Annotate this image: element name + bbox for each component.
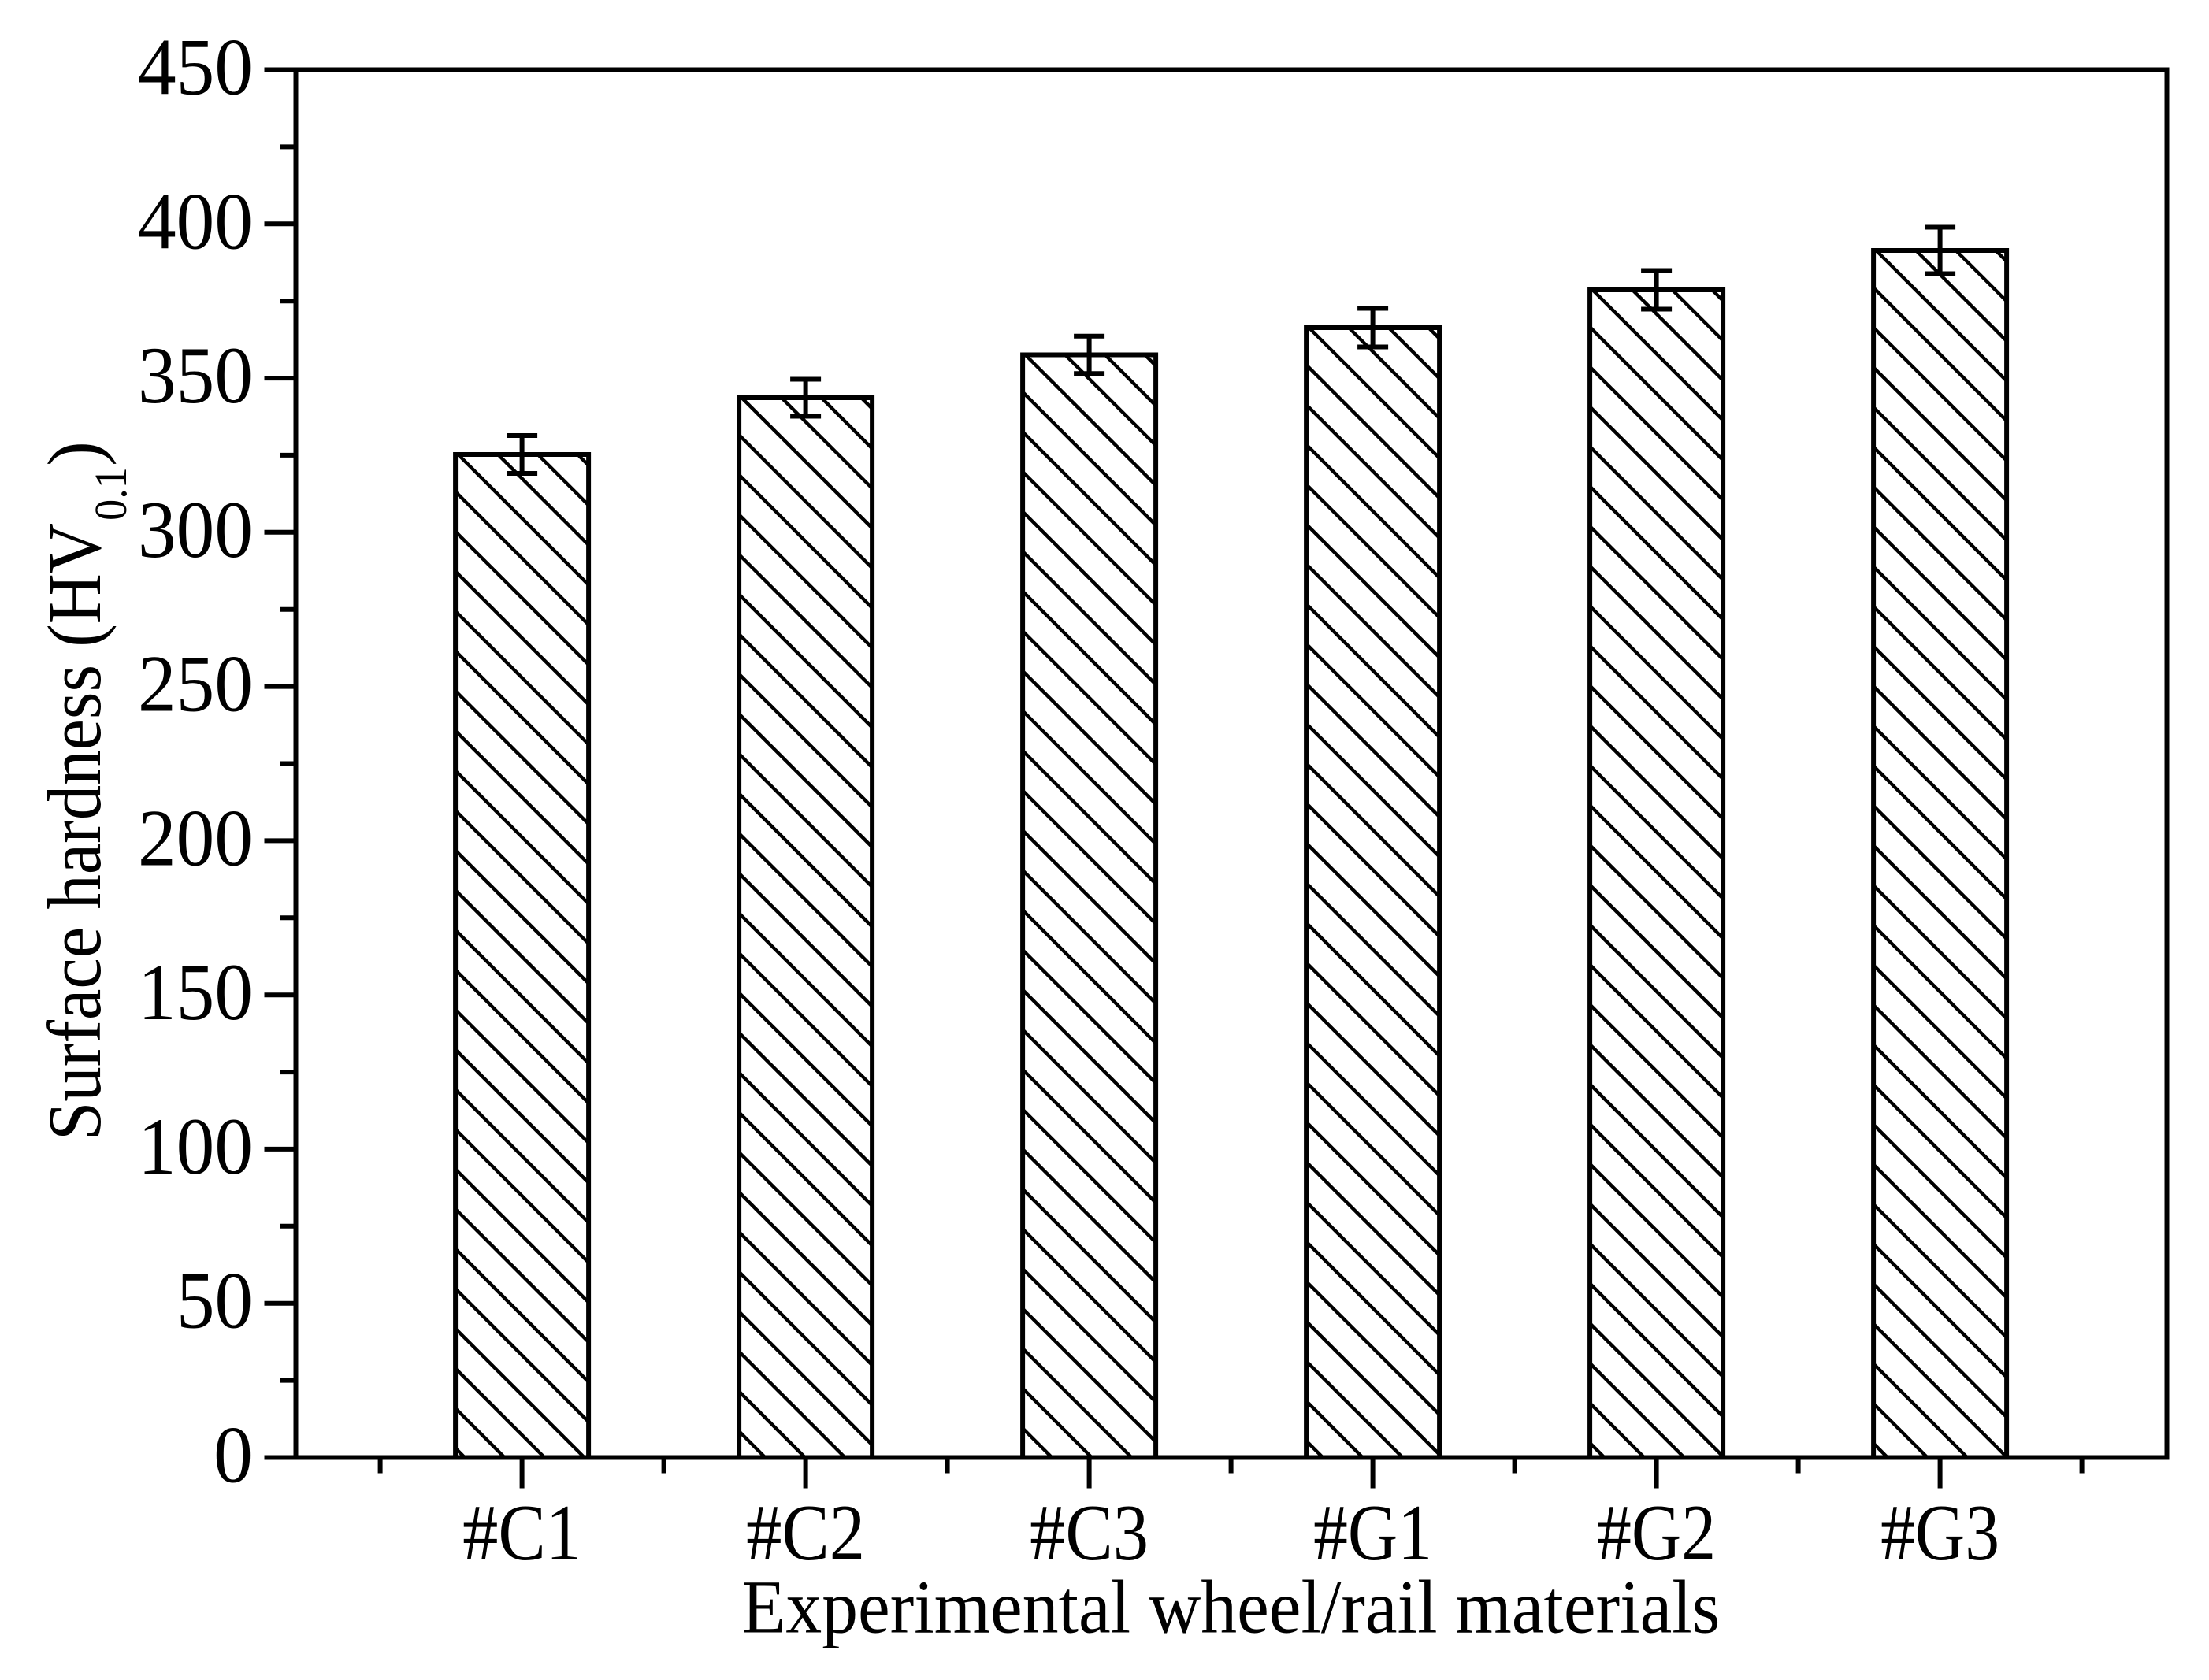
svg-text:#G3: #G3 xyxy=(1880,1489,1999,1578)
svg-text:Experimental wheel/rail materi: Experimental wheel/rail materials xyxy=(741,1565,1720,1649)
svg-text:0: 0 xyxy=(213,1411,253,1500)
svg-text:): ) xyxy=(32,441,117,466)
svg-text:#C3: #C3 xyxy=(1030,1489,1149,1578)
svg-text:#C2: #C2 xyxy=(746,1489,865,1578)
svg-text:0.1: 0.1 xyxy=(85,467,136,521)
svg-text:#G2: #G2 xyxy=(1597,1489,1716,1578)
svg-text:350: 350 xyxy=(138,331,253,421)
svg-text:#C1: #C1 xyxy=(462,1489,581,1578)
svg-text:50: 50 xyxy=(176,1256,253,1346)
svg-text:250: 250 xyxy=(138,640,253,729)
svg-text:150: 150 xyxy=(138,948,253,1037)
svg-text:100: 100 xyxy=(138,1102,253,1192)
svg-text:400: 400 xyxy=(138,176,253,266)
svg-text:450: 450 xyxy=(138,23,253,113)
svg-text:Surface hardness (HV: Surface hardness (HV xyxy=(32,523,117,1140)
svg-text:200: 200 xyxy=(138,793,253,883)
svg-text:#G1: #G1 xyxy=(1313,1489,1432,1578)
svg-text:300: 300 xyxy=(138,485,253,575)
